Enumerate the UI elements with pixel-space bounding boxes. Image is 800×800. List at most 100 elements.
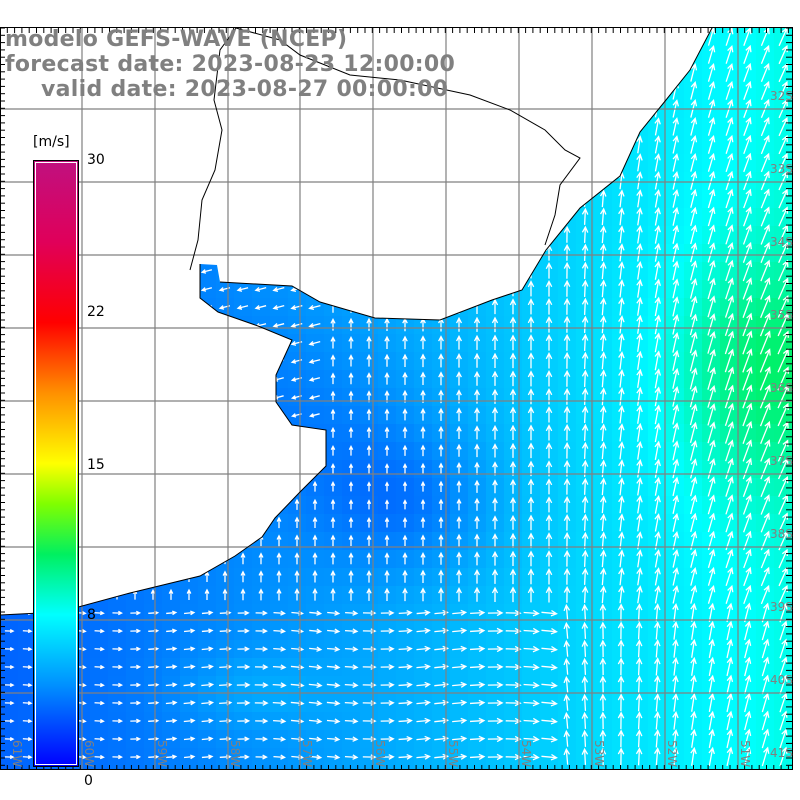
wind-cell — [198, 766, 217, 770]
wind-cell — [396, 172, 415, 191]
wind-cell — [792, 172, 793, 191]
wind-arrow — [777, 277, 789, 300]
wind-arrow — [527, 64, 535, 81]
wind-arrow — [509, 532, 517, 548]
wind-arrow — [581, 117, 589, 135]
longitude-label: 58W — [228, 740, 242, 768]
wind-arrow — [21, 251, 32, 256]
wind-cell — [108, 442, 127, 461]
wind-cell — [396, 136, 415, 155]
wind-arrow — [164, 215, 176, 220]
wind-arrow — [618, 423, 625, 442]
wind-cell — [360, 280, 379, 299]
wind-cell — [162, 118, 181, 137]
wind-arrow — [21, 287, 32, 292]
wind-cell — [180, 172, 199, 191]
wind-arrow — [744, 746, 752, 767]
wind-arrow — [258, 570, 264, 583]
wind-arrow — [742, 366, 753, 391]
wind-arrow — [726, 602, 734, 623]
wind-arrow — [707, 188, 716, 209]
wind-arrow — [276, 480, 282, 492]
wind-cell — [144, 298, 163, 317]
wind-cell — [792, 298, 793, 317]
wind-cell — [198, 190, 217, 209]
wind-arrow — [254, 269, 267, 274]
wind-arrow — [474, 425, 480, 440]
wind-arrow — [672, 549, 680, 568]
wind-arrow — [380, 610, 395, 616]
wind-arrow — [725, 170, 734, 191]
wind-arrow — [636, 243, 643, 262]
wind-arrow — [618, 189, 625, 208]
wind-arrow — [75, 125, 86, 130]
wind-cell — [450, 766, 469, 770]
wind-arrow — [491, 280, 499, 297]
wind-cell — [108, 334, 127, 353]
wind-arrow — [308, 341, 321, 346]
wind-arrow — [653, 711, 661, 730]
wind-arrow — [384, 426, 390, 438]
wind-arrow — [308, 160, 321, 167]
wind-cell — [360, 244, 379, 263]
wind-cell — [792, 442, 793, 461]
wind-arrow — [272, 700, 287, 706]
wind-arrow — [690, 728, 697, 748]
wind-arrow — [672, 656, 679, 676]
wind-arrow — [487, 645, 504, 653]
wind-arrow — [654, 242, 661, 262]
wind-arrow — [344, 646, 359, 652]
wind-arrow — [366, 587, 372, 601]
wind-cell — [792, 550, 793, 569]
wind-cell — [216, 766, 235, 770]
wind-arrow — [164, 125, 176, 130]
wind-arrow — [327, 610, 341, 616]
wind-arrow — [492, 533, 498, 548]
wind-arrow — [186, 552, 192, 564]
wind-arrow — [438, 534, 444, 547]
wind-arrow — [366, 444, 372, 456]
wind-arrow — [130, 754, 142, 760]
wind-arrow — [132, 552, 138, 564]
wind-arrow — [509, 352, 517, 369]
wind-cell — [90, 370, 109, 389]
wind-arrow — [599, 351, 607, 370]
wind-cell — [504, 136, 523, 155]
wind-arrow — [348, 552, 354, 565]
wind-arrow — [744, 620, 752, 641]
wind-arrow — [402, 119, 408, 134]
wind-arrow — [563, 531, 571, 549]
wind-arrow — [618, 297, 625, 316]
wind-cell — [522, 118, 541, 137]
wind-arrow — [636, 332, 643, 352]
wind-cell — [162, 496, 181, 515]
wind-arrow — [618, 495, 625, 514]
wind-arrow — [398, 663, 413, 670]
wind-arrow — [527, 136, 535, 153]
wind-cell — [198, 406, 217, 425]
wind-arrow — [330, 481, 336, 492]
wind-cell — [486, 172, 505, 191]
wind-cell — [144, 262, 163, 281]
wind-arrow — [523, 663, 540, 671]
wind-arrow — [398, 627, 413, 634]
wind-arrow — [164, 287, 176, 292]
wind-arrow — [39, 125, 50, 130]
wind-arrow — [165, 413, 176, 418]
longitude-label: 56W — [373, 740, 387, 768]
wind-arrow — [254, 305, 267, 310]
wind-cell — [180, 190, 199, 209]
wind-arrow — [147, 125, 158, 130]
latitude-label: 35S — [770, 308, 793, 322]
latitude-label: 36S — [770, 381, 793, 395]
wind-arrow — [523, 609, 540, 617]
wind-arrow — [778, 206, 789, 227]
wind-arrow — [455, 280, 463, 296]
wind-arrow — [742, 312, 753, 337]
wind-arrow — [402, 534, 408, 546]
wind-arrow — [707, 44, 716, 64]
wind-cell — [36, 766, 55, 770]
wind-arrow — [617, 621, 625, 640]
wind-arrow — [112, 610, 123, 616]
wind-cell — [198, 136, 217, 155]
